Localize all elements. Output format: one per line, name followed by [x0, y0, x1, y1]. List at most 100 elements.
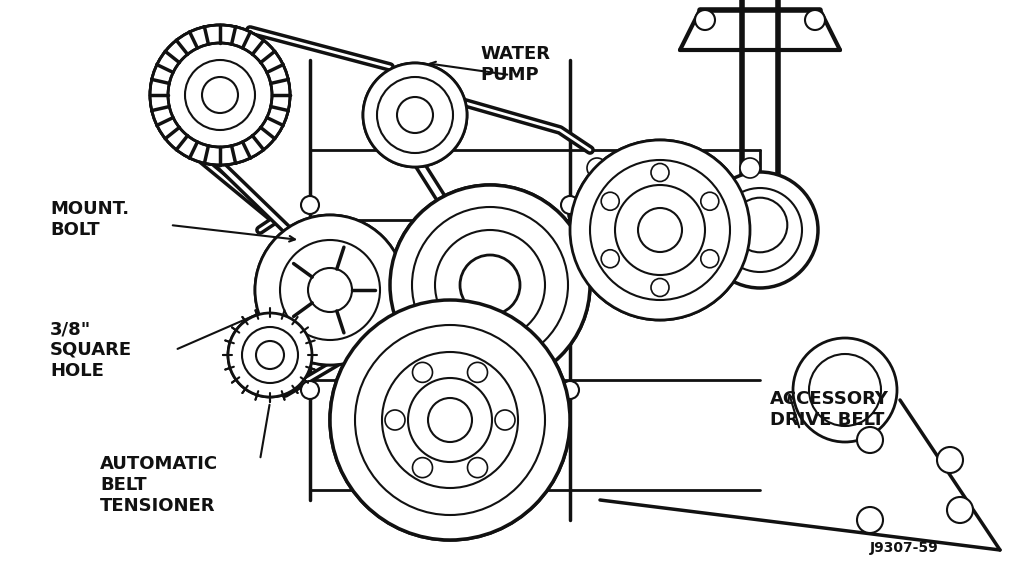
- Circle shape: [651, 163, 669, 182]
- Circle shape: [385, 410, 406, 430]
- Circle shape: [413, 458, 432, 478]
- Text: WATER
PUMP: WATER PUMP: [480, 45, 550, 84]
- Circle shape: [601, 192, 620, 210]
- Text: 3/8"
SQUARE
HOLE: 3/8" SQUARE HOLE: [50, 320, 132, 380]
- Circle shape: [468, 362, 487, 383]
- Circle shape: [495, 410, 515, 430]
- Circle shape: [280, 240, 380, 340]
- Circle shape: [382, 352, 518, 488]
- Circle shape: [408, 378, 492, 462]
- Circle shape: [256, 341, 284, 369]
- Circle shape: [301, 381, 319, 399]
- Circle shape: [857, 507, 883, 533]
- Circle shape: [397, 97, 433, 133]
- Circle shape: [168, 43, 272, 147]
- Circle shape: [590, 160, 730, 300]
- Circle shape: [185, 60, 255, 130]
- Circle shape: [242, 327, 298, 383]
- Circle shape: [256, 341, 284, 369]
- Circle shape: [570, 140, 750, 320]
- Circle shape: [168, 43, 272, 147]
- Text: J9307-59: J9307-59: [870, 541, 939, 555]
- Circle shape: [638, 208, 682, 252]
- Circle shape: [408, 378, 492, 462]
- Circle shape: [397, 97, 433, 133]
- Circle shape: [413, 362, 432, 383]
- Circle shape: [601, 250, 620, 268]
- Circle shape: [377, 77, 453, 153]
- Text: ACCESSORY
DRIVE BELT: ACCESSORY DRIVE BELT: [770, 390, 889, 429]
- Circle shape: [377, 77, 453, 153]
- Circle shape: [638, 208, 682, 252]
- Circle shape: [301, 196, 319, 214]
- Circle shape: [185, 60, 255, 130]
- Circle shape: [495, 410, 515, 430]
- Circle shape: [228, 313, 312, 397]
- Circle shape: [382, 352, 518, 488]
- Circle shape: [150, 25, 290, 165]
- Circle shape: [435, 230, 545, 340]
- Circle shape: [413, 458, 432, 478]
- Circle shape: [412, 207, 568, 363]
- Circle shape: [202, 77, 238, 113]
- Circle shape: [202, 77, 238, 113]
- Circle shape: [362, 63, 467, 167]
- Circle shape: [695, 10, 715, 30]
- Circle shape: [809, 354, 881, 426]
- Circle shape: [615, 185, 705, 275]
- Circle shape: [355, 325, 545, 515]
- Circle shape: [561, 196, 579, 214]
- Circle shape: [947, 497, 973, 523]
- Circle shape: [570, 140, 750, 320]
- Circle shape: [700, 192, 719, 210]
- Circle shape: [700, 250, 719, 268]
- Circle shape: [390, 185, 590, 385]
- Circle shape: [740, 205, 760, 225]
- Circle shape: [587, 205, 607, 225]
- Circle shape: [651, 278, 669, 297]
- Circle shape: [385, 410, 406, 430]
- Circle shape: [330, 300, 570, 540]
- Circle shape: [590, 160, 730, 300]
- Circle shape: [740, 158, 760, 178]
- Circle shape: [428, 398, 472, 442]
- Circle shape: [355, 325, 545, 515]
- Circle shape: [242, 327, 298, 383]
- Circle shape: [413, 362, 432, 383]
- Circle shape: [718, 188, 802, 272]
- Circle shape: [601, 250, 620, 268]
- Circle shape: [700, 192, 719, 210]
- Circle shape: [255, 215, 406, 365]
- Circle shape: [702, 172, 818, 288]
- Circle shape: [330, 300, 570, 540]
- Text: AUTOMATIC
BELT
TENSIONER: AUTOMATIC BELT TENSIONER: [100, 455, 218, 515]
- Circle shape: [561, 381, 579, 399]
- Circle shape: [857, 427, 883, 453]
- Circle shape: [280, 240, 380, 340]
- Circle shape: [937, 447, 963, 473]
- Circle shape: [460, 255, 520, 315]
- Circle shape: [150, 25, 290, 165]
- Circle shape: [308, 268, 352, 312]
- Circle shape: [460, 255, 520, 315]
- Circle shape: [793, 338, 897, 442]
- Circle shape: [468, 458, 487, 478]
- Circle shape: [601, 192, 620, 210]
- Circle shape: [468, 362, 487, 383]
- Circle shape: [390, 185, 590, 385]
- Circle shape: [412, 207, 568, 363]
- Circle shape: [428, 398, 472, 442]
- Circle shape: [733, 197, 787, 253]
- Circle shape: [700, 250, 719, 268]
- Circle shape: [228, 313, 312, 397]
- Circle shape: [308, 268, 352, 312]
- Circle shape: [651, 278, 669, 297]
- Circle shape: [435, 230, 545, 340]
- Circle shape: [587, 158, 607, 178]
- Circle shape: [651, 163, 669, 182]
- Circle shape: [615, 185, 705, 275]
- Circle shape: [362, 63, 467, 167]
- Circle shape: [255, 215, 406, 365]
- Circle shape: [805, 10, 825, 30]
- Text: MOUNT.
BOLT: MOUNT. BOLT: [50, 200, 129, 239]
